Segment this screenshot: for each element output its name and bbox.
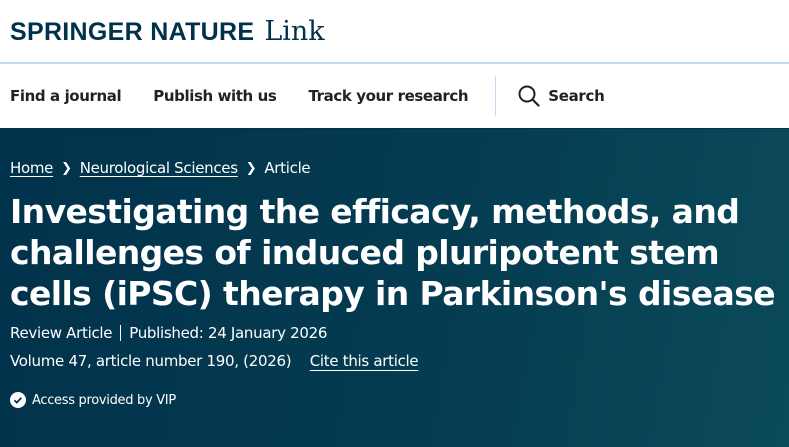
breadcrumb-journal[interactable]: Neurological Sciences — [79, 159, 238, 177]
breadcrumb: Home ❯ Neurological Sciences ❯ Article — [10, 159, 779, 177]
access-notice: Access provided by VIP — [10, 392, 779, 408]
site-header: SPRINGER NATURE Link — [0, 0, 789, 64]
chevron-right-icon: ❯ — [61, 160, 72, 176]
springer-nature-link-logo[interactable]: SPRINGER NATURE Link — [10, 16, 325, 47]
citation-line: Volume 47, article number 190, (2026) Ci… — [10, 352, 779, 370]
cite-this-article-link[interactable]: Cite this article — [309, 352, 419, 370]
access-text: Access provided by VIP — [32, 392, 176, 408]
main-nav: Find a journal Publish with us Track you… — [0, 64, 789, 128]
published-date: Published: 24 January 2026 — [129, 324, 328, 342]
chevron-right-icon: ❯ — [245, 160, 257, 176]
article-header: Home ❯ Neurological Sciences ❯ Article I… — [0, 128, 789, 447]
logo-brand: SPRINGER NATURE — [10, 17, 255, 46]
search-label: Search — [548, 87, 605, 105]
nav-track-research[interactable]: Track your research — [308, 87, 469, 105]
citation-info: Volume 47, article number 190, (2026) — [10, 352, 292, 370]
nav-divider — [495, 76, 497, 116]
article-type: Review Article — [10, 324, 113, 342]
article-title: Investigating the efficacy, methods, and… — [10, 192, 776, 313]
breadcrumb-current: Article — [264, 159, 311, 177]
search-button[interactable]: Search — [518, 85, 605, 107]
search-icon — [518, 85, 540, 107]
article-meta: Review Article Published: 24 January 202… — [10, 324, 779, 342]
check-circle-icon — [10, 392, 26, 408]
nav-find-journal[interactable]: Find a journal — [10, 87, 122, 105]
meta-divider — [120, 325, 122, 341]
logo-product: Link — [264, 15, 325, 47]
nav-publish[interactable]: Publish with us — [153, 87, 277, 105]
breadcrumb-home[interactable]: Home — [10, 159, 54, 177]
